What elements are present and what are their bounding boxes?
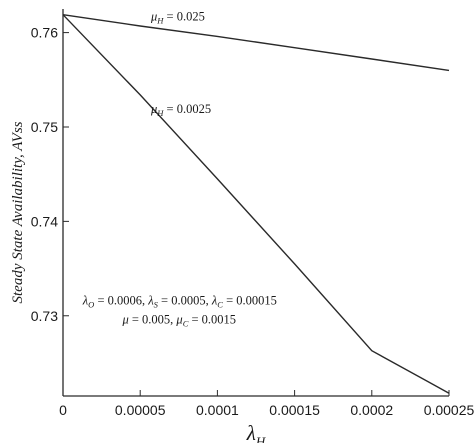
series-group — [62, 14, 450, 394]
x-tick-label: 0.0002 — [350, 402, 393, 418]
y-tick-label: 0.74 — [31, 213, 58, 229]
y-axis-title: Steady State Availability, AVss — [10, 121, 26, 303]
annotations: λO = 0.0006, λS = 0.0005, λC = 0.00015 μ … — [82, 293, 277, 328]
plot-frame — [62, 9, 449, 397]
parameter-annotation-2: μ = 0.005, μC = 0.0015 — [121, 312, 236, 328]
parameter-annotation-1: λO = 0.0006, λS = 0.0005, λC = 0.00015 — [82, 293, 277, 309]
series-line-2 — [62, 14, 450, 394]
x-axis-title: λH — [246, 421, 266, 443]
x-tick-label: 0.00015 — [269, 402, 320, 418]
x-tick-label: 0.00025 — [424, 402, 474, 418]
y-tick-label: 0.76 — [31, 25, 58, 41]
axis-ticks: 0 0.00005 0.0001 0.00015 0.0002 0.00025 0.73 0.… — [31, 25, 474, 418]
series-label-2: μH = 0.0025 — [150, 102, 211, 118]
series-line-1 — [62, 14, 450, 72]
x-tick-label: 0.00005 — [115, 402, 166, 418]
series-label-1: μH = 0.025 — [150, 9, 205, 25]
y-tick-label: 0.75 — [31, 119, 58, 135]
y-tick-label: 0.73 — [31, 308, 58, 324]
series-labels: μH = 0.025 μH = 0.0025 — [150, 9, 211, 118]
x-tick-label: 0 — [59, 402, 67, 418]
x-tick-label: 0.0001 — [196, 402, 239, 418]
